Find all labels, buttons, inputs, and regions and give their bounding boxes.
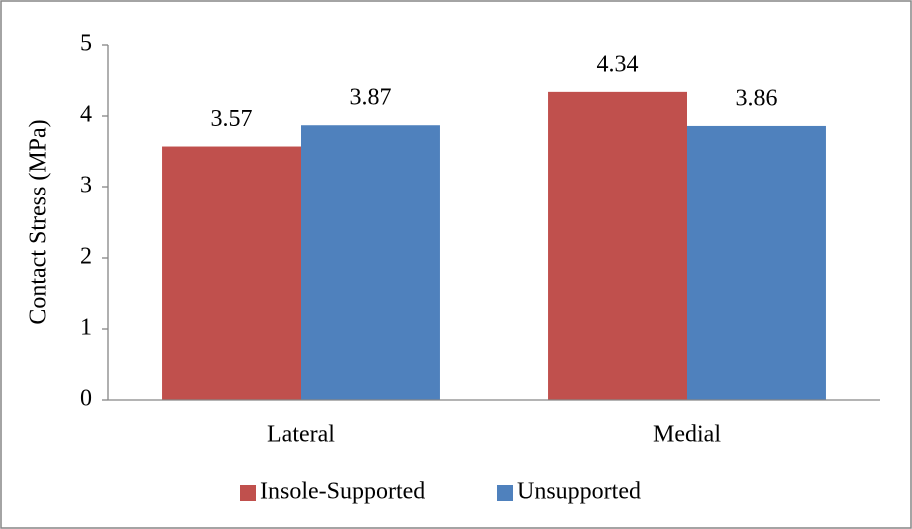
value-label: 4.34 [597,51,639,77]
bar [162,146,301,400]
legend-label: Insole-Supported [260,479,425,505]
bar [301,125,440,400]
bar [548,91,687,401]
y-tick-label: 4 [80,102,92,128]
legend-label: Unsupported [517,479,641,505]
y-tick-label: 0 [80,386,92,412]
y-axis-label: Contact Stress (MPa) [26,119,52,324]
value-label: 3.87 [349,85,391,111]
value-label: 3.57 [211,106,253,132]
legend-swatch [497,485,513,501]
y-tick-label: 2 [80,244,92,270]
y-tick-label: 3 [80,173,92,199]
x-tick-label: Medial [653,422,721,448]
y-tick-label: 5 [80,31,92,57]
value-label: 3.86 [735,85,777,111]
x-tick-label: Lateral [267,422,335,448]
y-tick-label: 1 [80,315,92,341]
bar [687,125,826,400]
legend-swatch [240,485,256,501]
